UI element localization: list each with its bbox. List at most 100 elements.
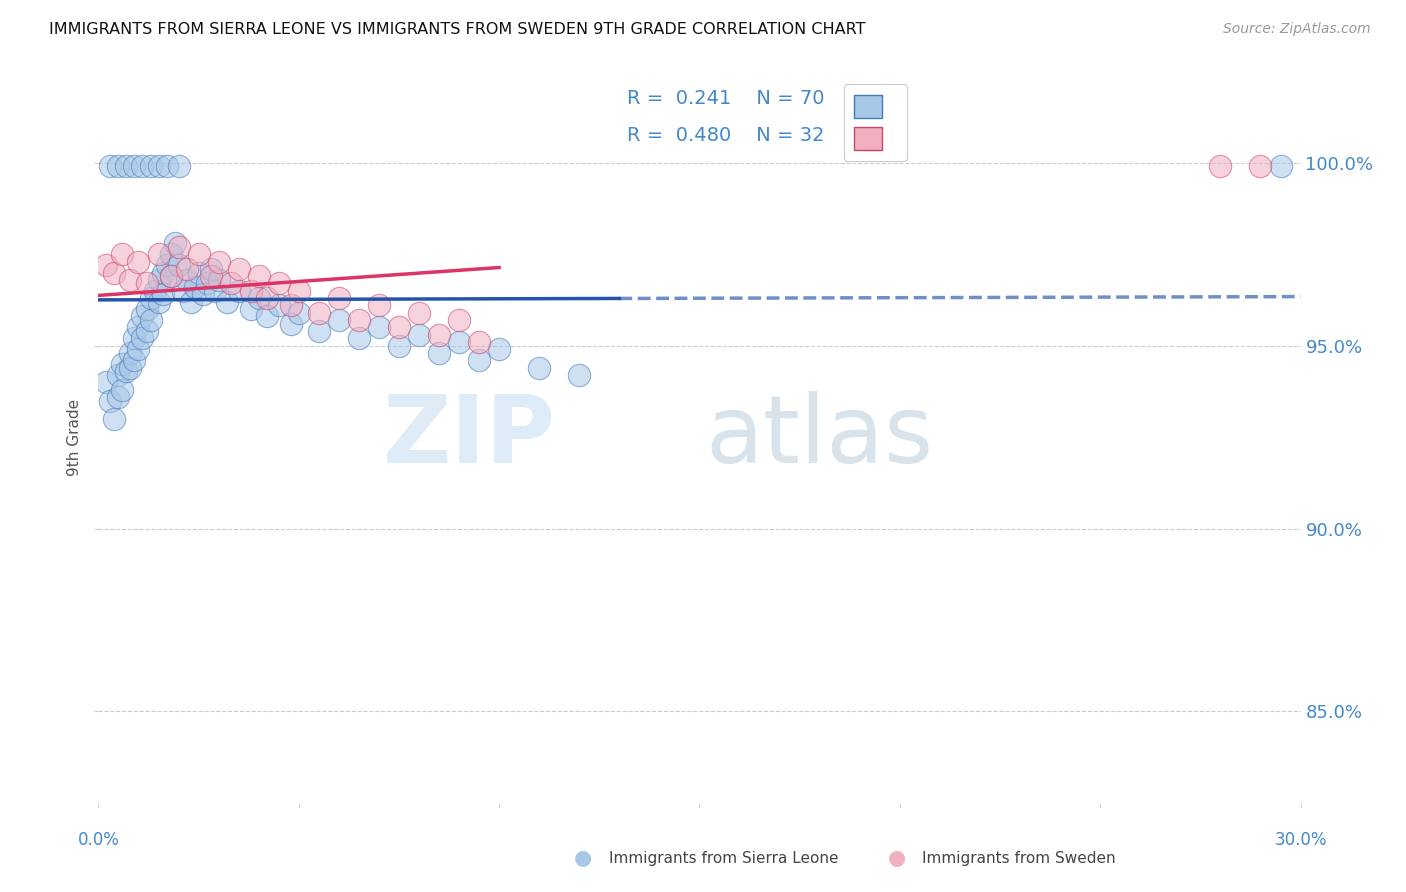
Point (111, 383, 134, 397)
Point (135, 324, 157, 338)
Point (568, 368, 591, 382)
Point (148, 294, 170, 309)
Point (1270, 160, 1292, 174)
Point (139, 313, 162, 327)
Point (308, 306, 330, 320)
Point (529, 360, 551, 375)
Point (120, 346, 142, 360)
Text: atlas: atlas (706, 391, 934, 483)
Point (1250, 160, 1272, 174)
Point (124, 331, 146, 345)
Point (103, 412, 125, 426)
Point (208, 273, 231, 287)
Point (180, 294, 202, 309)
Point (148, 160, 170, 174)
Point (96, 258, 118, 272)
Point (488, 343, 510, 357)
Point (200, 261, 222, 276)
Point (107, 390, 129, 404)
Point (107, 368, 129, 382)
Legend: , : , (844, 84, 907, 161)
Point (215, 294, 238, 309)
Point (111, 247, 134, 261)
Point (219, 277, 242, 291)
Point (228, 261, 250, 276)
Point (308, 324, 330, 338)
Point (288, 284, 311, 298)
Point (155, 160, 177, 174)
Point (143, 284, 166, 298)
Text: R =  0.480    N = 32: R = 0.480 N = 32 (627, 126, 825, 145)
Point (124, 160, 146, 174)
Point (468, 353, 491, 368)
Point (195, 277, 218, 291)
Point (388, 320, 411, 334)
Point (228, 284, 250, 298)
Point (148, 273, 170, 287)
Point (256, 310, 278, 324)
Text: IMMIGRANTS FROM SIERRA LEONE VS IMMIGRANTS FROM SWEDEN 9TH GRADE CORRELATION CHA: IMMIGRANTS FROM SIERRA LEONE VS IMMIGRAN… (49, 22, 866, 37)
Point (267, 277, 290, 291)
Point (280, 317, 302, 331)
Point (368, 320, 391, 334)
Text: ●: ● (889, 848, 905, 868)
Point (183, 280, 205, 294)
Point (159, 269, 181, 284)
Point (200, 269, 222, 284)
Text: Immigrants from Sierra Leone: Immigrants from Sierra Leone (609, 851, 838, 865)
Point (152, 266, 174, 280)
Text: ●: ● (575, 848, 592, 868)
Point (267, 298, 290, 312)
Point (187, 247, 209, 261)
Point (135, 302, 157, 317)
Point (100, 393, 122, 408)
Point (159, 269, 181, 284)
Point (208, 254, 231, 268)
Point (447, 313, 470, 327)
Text: Immigrants from Sweden: Immigrants from Sweden (922, 851, 1116, 865)
Point (191, 287, 214, 301)
Point (328, 291, 350, 305)
Point (388, 339, 411, 353)
Point (131, 310, 153, 324)
Point (239, 302, 262, 317)
Point (155, 258, 177, 272)
Point (408, 327, 430, 342)
Point (120, 273, 142, 287)
Y-axis label: 9th Grade: 9th Grade (67, 399, 83, 475)
Point (247, 291, 270, 305)
Point (288, 306, 311, 320)
Point (347, 331, 370, 345)
Point (163, 236, 186, 251)
Point (159, 247, 181, 261)
Text: 30.0%: 30.0% (1274, 831, 1327, 849)
Point (239, 284, 262, 298)
Point (139, 291, 162, 305)
Point (135, 277, 157, 291)
Point (139, 160, 162, 174)
Point (427, 327, 450, 342)
Point (103, 266, 125, 280)
Point (347, 313, 370, 327)
Point (187, 266, 209, 280)
Point (111, 357, 134, 371)
Point (368, 298, 391, 312)
Point (115, 160, 138, 174)
Point (408, 306, 430, 320)
Point (124, 353, 146, 368)
Point (128, 320, 150, 334)
Point (328, 313, 350, 327)
Point (447, 334, 470, 349)
Point (204, 284, 226, 298)
Point (128, 343, 150, 357)
Point (176, 261, 198, 276)
Point (1209, 160, 1232, 174)
Text: 0.0%: 0.0% (77, 831, 120, 849)
Point (167, 240, 190, 254)
Point (107, 160, 129, 174)
Point (280, 298, 302, 312)
Point (172, 284, 194, 298)
Point (167, 258, 190, 272)
Point (131, 331, 153, 345)
Point (96, 376, 118, 390)
